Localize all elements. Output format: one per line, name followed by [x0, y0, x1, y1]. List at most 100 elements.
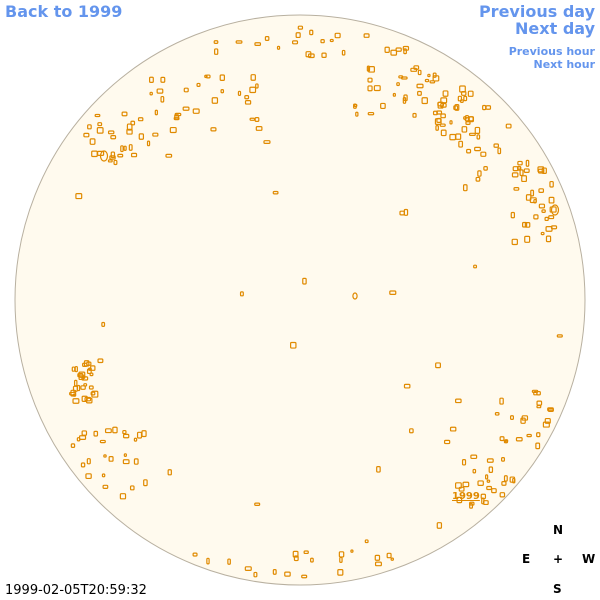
region-outline [412, 112, 417, 118]
region-outline [192, 552, 198, 557]
next-day-link[interactable]: Next day [515, 19, 595, 38]
region-outline [402, 97, 407, 104]
region-outline [165, 153, 173, 158]
region-outline [69, 391, 76, 396]
previous-day-link[interactable]: Previous day [478, 2, 595, 21]
region-outline [206, 557, 210, 565]
region-outline [133, 458, 139, 465]
region-outline [102, 484, 109, 489]
region-outline [475, 176, 481, 182]
region-outline [549, 206, 557, 213]
region-outline [169, 126, 177, 134]
region-outline [130, 152, 138, 158]
region-outline [468, 116, 474, 122]
region-outline [83, 132, 90, 138]
region-outline [504, 439, 509, 443]
year-label-link[interactable]: 1999 [452, 491, 480, 502]
region-outline [341, 49, 346, 56]
region-outline [80, 385, 86, 390]
region-outline [86, 458, 91, 465]
region-outline [530, 189, 535, 197]
previous-hour-link[interactable]: Previous hour [508, 45, 595, 58]
region-outline [213, 40, 219, 45]
region-outline [429, 80, 436, 84]
region-outline [510, 211, 516, 219]
region-outline [474, 126, 481, 134]
region-outline [440, 129, 447, 137]
region-outline [456, 496, 463, 504]
next-hour-link[interactable]: Next hour [533, 58, 596, 71]
region-outline [255, 83, 259, 89]
region-outline [210, 127, 217, 132]
region-outline [320, 38, 325, 44]
region-outline [120, 145, 124, 153]
region-outline [454, 482, 462, 489]
region-outline [376, 466, 381, 473]
region-outline [511, 238, 518, 246]
region-outline [91, 390, 99, 398]
region-outline [540, 231, 545, 236]
region-outline [353, 103, 358, 108]
region-outline [214, 48, 219, 55]
region-outline [84, 396, 92, 402]
region-outline [517, 166, 522, 171]
region-outline [440, 102, 447, 108]
region-outline [196, 82, 201, 87]
region-outline [501, 457, 506, 462]
region-outline [154, 109, 158, 116]
region-outline [301, 574, 308, 579]
region-outline [526, 433, 532, 438]
region-outline [520, 417, 526, 424]
region-outline [305, 51, 312, 58]
region-outline [535, 442, 541, 450]
region-outline [449, 120, 453, 125]
region-outline [435, 362, 441, 369]
region-outline [352, 292, 358, 300]
region-outline [112, 426, 118, 434]
region-outline [442, 90, 449, 97]
region-outline [149, 76, 154, 83]
region-outline [538, 188, 545, 194]
region-outline [480, 151, 487, 157]
region-outline [486, 479, 491, 483]
region-outline [81, 430, 88, 436]
region-outline [421, 97, 428, 105]
region-outline [101, 473, 106, 478]
region-outline [75, 193, 83, 200]
region-outline [321, 52, 327, 58]
region-outline [556, 334, 563, 338]
region-outline [103, 454, 107, 458]
region-outline [524, 235, 531, 243]
region-outline [459, 85, 466, 93]
region-outline [141, 430, 147, 438]
region-outline [295, 32, 301, 39]
region-outline [491, 488, 497, 494]
region-outline [121, 111, 128, 117]
region-outline [174, 114, 180, 120]
back-link[interactable]: Back to 1999 [5, 2, 123, 21]
region-outline [548, 215, 555, 220]
region-outline [149, 91, 153, 96]
region-outline [392, 92, 396, 97]
region-outline [367, 77, 373, 83]
region-outline [117, 153, 124, 158]
region-outline [544, 216, 549, 222]
region-outline [462, 481, 470, 488]
region-outline [466, 148, 472, 154]
region-outline [167, 469, 172, 476]
region-outline [329, 38, 334, 43]
region-outline [284, 571, 291, 577]
region-outline [76, 384, 81, 392]
region-outline [90, 365, 96, 371]
region-outline [130, 120, 136, 126]
region-outline [293, 555, 299, 562]
region-outline [123, 453, 127, 457]
region-outline [87, 124, 92, 130]
region-outline [72, 398, 80, 404]
region-outline [538, 203, 546, 209]
region-outline [239, 291, 244, 297]
region-outline [533, 390, 538, 396]
region-outline [302, 277, 307, 285]
region-outline [403, 48, 407, 55]
